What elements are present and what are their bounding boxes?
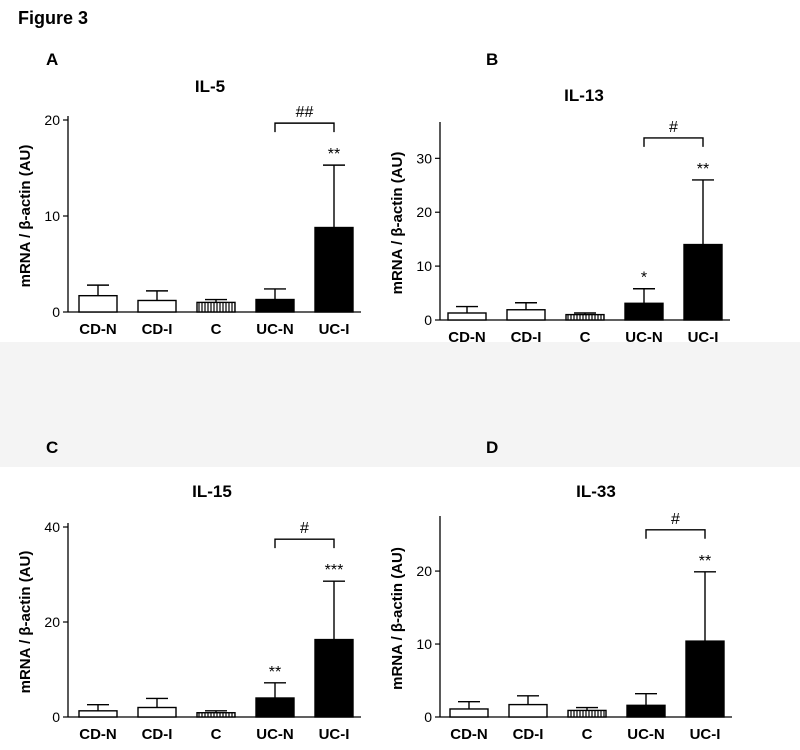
bar bbox=[314, 638, 354, 718]
panel-a: A IL-5 0 10 20 mRNA / β-actin (AU) CD-N CD-I C… bbox=[0, 40, 390, 340]
chart-il-5: 0 10 20 mRNA / β-actin (AU) CD-N CD-I C UC-N UC-… bbox=[17, 104, 361, 338]
bar bbox=[137, 706, 177, 718]
y-tick-label: 0 bbox=[52, 709, 60, 725]
chart-title: IL-15 bbox=[192, 482, 232, 501]
panel-c: C IL-15 0 20 40 mRNA / β-actin (AU) CD-N CD-I… bbox=[0, 430, 390, 750]
bar bbox=[196, 301, 236, 313]
y-tick-label: 30 bbox=[416, 150, 432, 166]
x-tick-label: C bbox=[582, 726, 593, 743]
y-tick-label: 20 bbox=[416, 204, 432, 220]
significance-bracket bbox=[274, 122, 335, 133]
bar bbox=[137, 299, 177, 313]
x-tick-label: UC-N bbox=[625, 329, 663, 346]
x-tick-label: CD-I bbox=[142, 726, 173, 743]
chart-il-15: 0 20 40 mRNA / β-actin (AU) CD-N CD-I C UC-N ** U… bbox=[17, 519, 361, 743]
y-tick-label: 10 bbox=[416, 258, 432, 274]
y-tick-label: 20 bbox=[44, 112, 60, 128]
y-axis-label: mRNA / β-actin (AU) bbox=[17, 145, 34, 288]
significance-bracket bbox=[645, 529, 706, 539]
significance-label: ** bbox=[328, 146, 340, 163]
bar bbox=[447, 312, 487, 321]
bar bbox=[255, 697, 295, 718]
bar bbox=[78, 710, 118, 718]
bar bbox=[506, 309, 546, 321]
y-tick-label: 40 bbox=[44, 519, 60, 535]
chart-il-13: 0 10 20 30 mRNA / β-actin (AU) CD-N CD-I C UC-N *… bbox=[389, 119, 730, 346]
x-tick-label: UC-N bbox=[256, 321, 294, 338]
x-tick-label: CD-I bbox=[142, 321, 173, 338]
panel-d: D IL-33 0 10 20 mRNA / β-actin (AU) CD-N CD-I… bbox=[389, 430, 800, 750]
bar bbox=[565, 313, 605, 321]
bar bbox=[196, 712, 236, 718]
panel-letter: B bbox=[486, 50, 499, 69]
bar bbox=[449, 708, 489, 718]
panel-letter: C bbox=[46, 438, 59, 457]
bar bbox=[626, 704, 666, 718]
bracket-label: # bbox=[300, 520, 309, 537]
y-axis-label: mRNA / β-actin (AU) bbox=[389, 152, 406, 295]
significance-label: * bbox=[641, 270, 647, 287]
x-tick-label: UC-I bbox=[688, 329, 719, 346]
significance-label: ** bbox=[699, 553, 711, 570]
significance-label: *** bbox=[325, 562, 344, 579]
panel-letter: A bbox=[46, 50, 59, 69]
panel-letter: D bbox=[486, 438, 499, 457]
x-tick-label: CD-N bbox=[448, 329, 486, 346]
y-tick-label: 0 bbox=[424, 709, 432, 725]
y-axis-label: mRNA / β-actin (AU) bbox=[389, 547, 406, 690]
y-tick-label: 20 bbox=[416, 563, 432, 579]
y-tick-label: 0 bbox=[52, 304, 60, 320]
bar bbox=[683, 243, 723, 321]
significance-bracket bbox=[274, 538, 335, 549]
chart-title: IL-33 bbox=[576, 482, 616, 501]
panel-b: B IL-13 0 10 20 30 mRNA / β-actin (AU) CD-N CD… bbox=[389, 40, 800, 350]
bracket-label: # bbox=[669, 119, 678, 136]
x-tick-label: CD-N bbox=[450, 726, 488, 743]
bar bbox=[78, 294, 118, 313]
x-tick-label: CD-N bbox=[79, 726, 117, 743]
y-tick-label: 20 bbox=[44, 614, 60, 630]
y-tick-label: 0 bbox=[424, 312, 432, 328]
bar bbox=[624, 302, 664, 321]
chart-il-33: 0 10 20 mRNA / β-actin (AU) CD-N CD-I C UC-N UC-… bbox=[389, 511, 732, 743]
chart-title: IL-5 bbox=[194, 77, 226, 96]
x-tick-label: UC-N bbox=[627, 726, 665, 743]
bar bbox=[508, 703, 548, 718]
bar bbox=[685, 640, 725, 718]
x-tick-label: C bbox=[580, 329, 591, 346]
x-tick-label: C bbox=[211, 726, 222, 743]
x-tick-label: UC-N bbox=[256, 726, 294, 743]
x-tick-label: C bbox=[211, 321, 222, 338]
bar bbox=[567, 709, 607, 718]
x-tick-label: CD-I bbox=[511, 329, 542, 346]
y-axis-label: mRNA / β-actin (AU) bbox=[17, 551, 34, 694]
bar bbox=[255, 298, 295, 313]
bracket-label: # bbox=[671, 511, 680, 528]
x-tick-label: UC-I bbox=[319, 321, 350, 338]
y-tick-label: 10 bbox=[44, 208, 60, 224]
chart-title: IL-13 bbox=[564, 86, 604, 105]
x-tick-label: UC-I bbox=[690, 726, 721, 743]
significance-bracket bbox=[643, 137, 704, 147]
bracket-label: ## bbox=[296, 104, 314, 121]
x-tick-label: UC-I bbox=[319, 726, 350, 743]
background-band bbox=[0, 342, 800, 467]
x-tick-label: CD-I bbox=[513, 726, 544, 743]
x-tick-label: CD-N bbox=[79, 321, 117, 338]
y-tick-label: 10 bbox=[416, 636, 432, 652]
significance-label: ** bbox=[697, 161, 709, 178]
figure-title: Figure 3 bbox=[18, 8, 89, 28]
bar bbox=[314, 226, 354, 313]
significance-label: ** bbox=[269, 664, 281, 681]
